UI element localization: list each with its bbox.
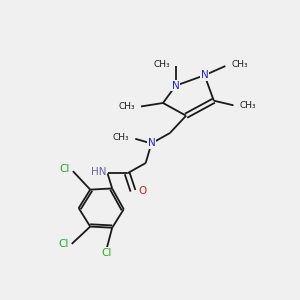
Text: Cl: Cl — [101, 248, 112, 258]
Text: O: O — [139, 186, 147, 196]
Text: N: N — [172, 81, 180, 91]
Text: N: N — [201, 70, 208, 80]
Text: HN: HN — [91, 167, 106, 177]
Text: Cl: Cl — [58, 239, 68, 249]
Text: CH₃: CH₃ — [153, 60, 170, 69]
Text: N: N — [148, 138, 155, 148]
Text: Cl: Cl — [59, 164, 69, 174]
Text: CH₃: CH₃ — [231, 60, 248, 69]
Text: CH₃: CH₃ — [239, 101, 256, 110]
Text: CH₃: CH₃ — [118, 102, 135, 111]
Text: CH₃: CH₃ — [113, 133, 130, 142]
